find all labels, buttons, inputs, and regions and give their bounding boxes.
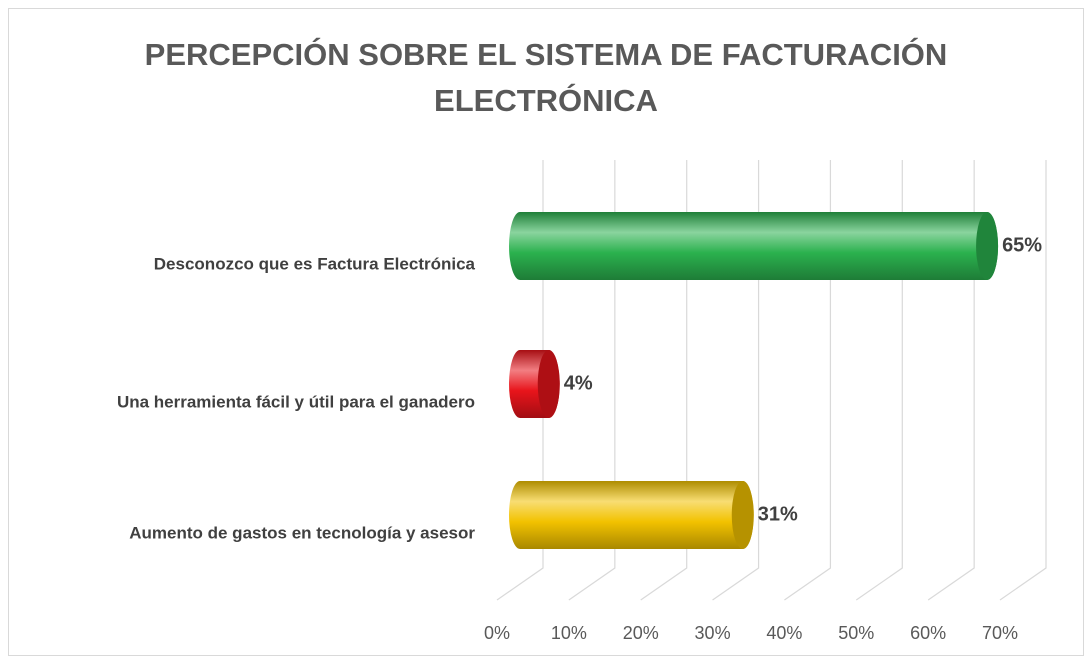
value-label: 31% [758, 503, 798, 525]
grid-line [999, 160, 1047, 601]
x-tick-label: 50% [838, 623, 874, 643]
x-tick-label: 20% [623, 623, 659, 643]
x-tick-label: 60% [910, 623, 946, 643]
grid-line [855, 160, 903, 601]
grid-line [496, 160, 544, 601]
bar-cap [537, 350, 560, 418]
chart-border [8, 8, 1084, 656]
grid-line [568, 160, 616, 601]
value-label: 4% [564, 372, 593, 394]
x-tick-label: 0% [484, 623, 510, 643]
chart-title: PERCEPCIÓN SOBRE EL SISTEMA DE FACTURACI… [144, 37, 948, 118]
grid-line [927, 160, 975, 601]
grid-line [712, 160, 760, 601]
x-tick-label: 70% [982, 623, 1018, 643]
grid-line [640, 160, 688, 601]
bar-cap [731, 481, 754, 549]
x-tick-label: 40% [766, 623, 802, 643]
bar [509, 212, 999, 280]
category-label: Aumento de gastos en tecnología y asesor [129, 523, 475, 542]
grid-line [784, 160, 832, 601]
value-label: 65% [1002, 234, 1042, 256]
category-label: Una herramienta fácil y útil para el gan… [117, 392, 475, 411]
bar-cap [976, 212, 999, 280]
x-tick-label: 30% [695, 623, 731, 643]
x-tick-label: 10% [551, 623, 587, 643]
category-label: Desconozco que es Factura Electrónica [154, 254, 476, 273]
bar [509, 481, 754, 549]
